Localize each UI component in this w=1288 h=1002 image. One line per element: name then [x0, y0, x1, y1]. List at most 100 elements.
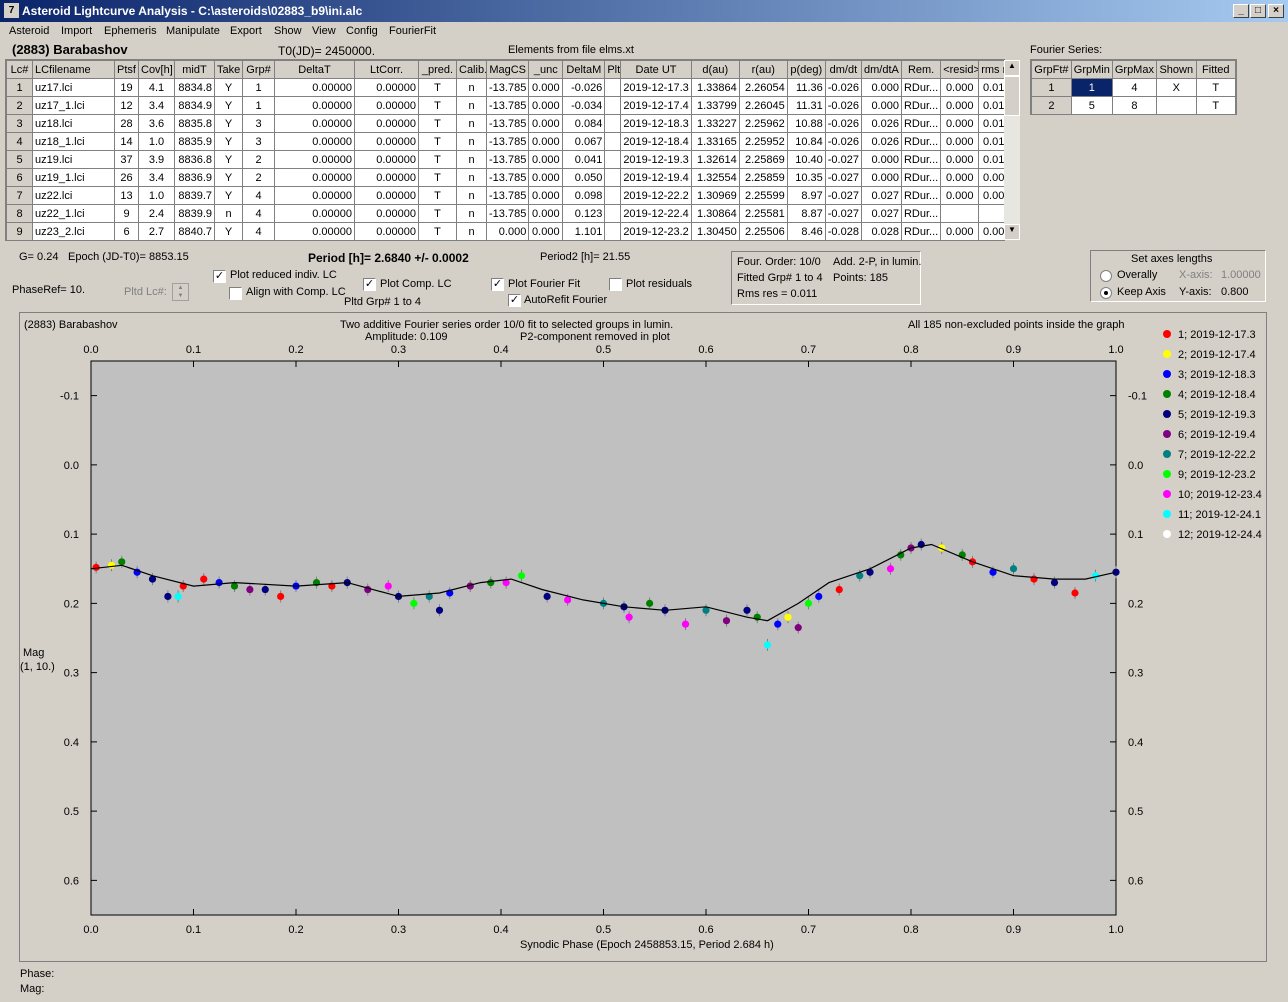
table-cell[interactable]: 0.00000: [354, 114, 419, 133]
table-cell[interactable]: 1.30969: [690, 186, 740, 205]
table-cell[interactable]: RDur...: [900, 132, 942, 151]
table-cell[interactable]: 0.00000: [354, 78, 419, 97]
table-cell[interactable]: RDur...: [900, 114, 942, 133]
align-comp-checkbox[interactable]: [229, 287, 242, 300]
table-cell[interactable]: 0.000: [528, 132, 564, 151]
table-cell[interactable]: 8836.9: [174, 168, 215, 187]
plot-residuals-checkbox[interactable]: [609, 278, 622, 291]
lc-col-header[interactable]: LtCorr.: [354, 60, 419, 79]
menu-config[interactable]: Config: [346, 25, 378, 37]
table-cell[interactable]: 0.010: [978, 96, 1004, 115]
minimize-button[interactable]: _: [1233, 4, 1249, 18]
table-cell[interactable]: 2.25506: [738, 222, 788, 240]
table-cell[interactable]: -13.785: [485, 132, 530, 151]
table-cell[interactable]: 0.027: [860, 186, 902, 205]
table-cell[interactable]: 0.000: [940, 222, 980, 240]
keep-axis-radio[interactable]: [1100, 287, 1112, 299]
table-cell[interactable]: 0.000: [528, 150, 564, 169]
fourier-col-header[interactable]: GrpFt#: [1031, 60, 1072, 79]
lc-col-header[interactable]: Plt: [604, 60, 622, 79]
table-cell[interactable]: 2019-12-22.2: [620, 186, 692, 205]
table-cell[interactable]: 2.25859: [738, 168, 788, 187]
table-cell[interactable]: 1.33227: [690, 114, 740, 133]
lc-col-header[interactable]: Grp#: [242, 60, 275, 79]
lc-col-header[interactable]: dm/dt: [824, 60, 862, 79]
table-cell[interactable]: 0.098: [562, 186, 606, 205]
table-cell[interactable]: 0.050: [562, 168, 606, 187]
table-cell[interactable]: 0.026: [860, 132, 902, 151]
table-cell[interactable]: uz18.lci: [32, 114, 115, 133]
table-cell[interactable]: uz19.lci: [32, 150, 115, 169]
table-cell[interactable]: 9: [6, 222, 33, 240]
lc-col-header[interactable]: LCfilename: [32, 60, 115, 79]
table-cell[interactable]: RDur...: [900, 204, 942, 223]
menu-view[interactable]: View: [312, 25, 336, 37]
table-cell[interactable]: 2.7: [138, 222, 175, 240]
menu-import[interactable]: Import: [61, 25, 93, 37]
table-cell[interactable]: -0.028: [824, 222, 862, 240]
table-cell[interactable]: -13.785: [485, 186, 530, 205]
table-cell[interactable]: 11.36: [786, 78, 826, 97]
table-cell[interactable]: uz23_2.lci: [32, 222, 115, 240]
table-cell[interactable]: -0.034: [562, 96, 606, 115]
table-cell[interactable]: 1.33165: [690, 132, 740, 151]
table-cell[interactable]: 8.97: [786, 186, 826, 205]
table-cell[interactable]: 0.000: [528, 168, 564, 187]
table-cell[interactable]: 0.000: [860, 78, 902, 97]
table-cell[interactable]: 4: [242, 222, 275, 240]
table-cell[interactable]: 2019-12-18.3: [620, 114, 692, 133]
fourier-col-header[interactable]: GrpMax: [1111, 60, 1157, 79]
lc-col-header[interactable]: Cov[h]: [138, 60, 175, 79]
table-cell[interactable]: -13.785: [485, 96, 530, 115]
table-cell[interactable]: 8840.7: [174, 222, 215, 240]
table-cell[interactable]: 10.40: [786, 150, 826, 169]
table-cell[interactable]: 0.006: [978, 222, 1004, 240]
table-cell[interactable]: 3.4: [138, 168, 175, 187]
table-cell[interactable]: 10.35: [786, 168, 826, 187]
lc-col-header[interactable]: DeltaT: [274, 60, 355, 79]
fourier-col-header[interactable]: Fitted: [1195, 60, 1236, 79]
table-cell[interactable]: -0.027: [824, 168, 862, 187]
table-cell[interactable]: T: [1195, 96, 1236, 114]
table-cell[interactable]: 8834.9: [174, 96, 215, 115]
table-cell[interactable]: 5: [6, 150, 33, 169]
table-cell[interactable]: 2: [6, 96, 33, 115]
table-cell[interactable]: 6: [6, 168, 33, 187]
table-cell[interactable]: 8835.9: [174, 132, 215, 151]
table-cell[interactable]: RDur...: [900, 222, 942, 240]
lc-table-scrollbar[interactable]: ▲ ▼: [1004, 60, 1020, 240]
pltd-lc-spinner[interactable]: ▲ ▼: [172, 283, 189, 301]
table-cell[interactable]: -13.785: [485, 168, 530, 187]
table-cell[interactable]: 0.000: [528, 114, 564, 133]
menu-ephemeris[interactable]: Ephemeris: [104, 25, 157, 37]
table-cell[interactable]: uz18_1.lci: [32, 132, 115, 151]
table-cell[interactable]: 0.000: [940, 150, 980, 169]
table-cell[interactable]: uz17.lci: [32, 78, 115, 97]
table-cell[interactable]: 1: [6, 78, 33, 97]
menu-fourierfit[interactable]: FourierFit: [389, 25, 437, 37]
table-cell[interactable]: T: [418, 222, 457, 240]
overally-radio[interactable]: [1100, 270, 1112, 282]
lc-col-header[interactable]: <resid>: [940, 60, 980, 79]
table-cell[interactable]: 1.33864: [690, 78, 740, 97]
table-cell[interactable]: 8: [1111, 96, 1157, 114]
lc-col-header[interactable]: MagCS: [485, 60, 530, 79]
table-cell[interactable]: 0.000: [940, 96, 980, 115]
menu-export[interactable]: Export: [230, 25, 262, 37]
table-cell[interactable]: 2019-12-23.2: [620, 222, 692, 240]
table-cell[interactable]: 0.028: [860, 222, 902, 240]
table-cell[interactable]: 1.101: [562, 222, 606, 240]
table-cell[interactable]: 14: [114, 132, 139, 151]
table-cell[interactable]: 0.000: [528, 204, 564, 223]
table-cell[interactable]: 0.000: [940, 114, 980, 133]
table-cell[interactable]: 0.000: [940, 186, 980, 205]
table-cell[interactable]: 28: [114, 114, 139, 133]
table-cell[interactable]: 0.00000: [354, 96, 419, 115]
table-cell[interactable]: -0.027: [824, 204, 862, 223]
table-cell[interactable]: 8.46: [786, 222, 826, 240]
